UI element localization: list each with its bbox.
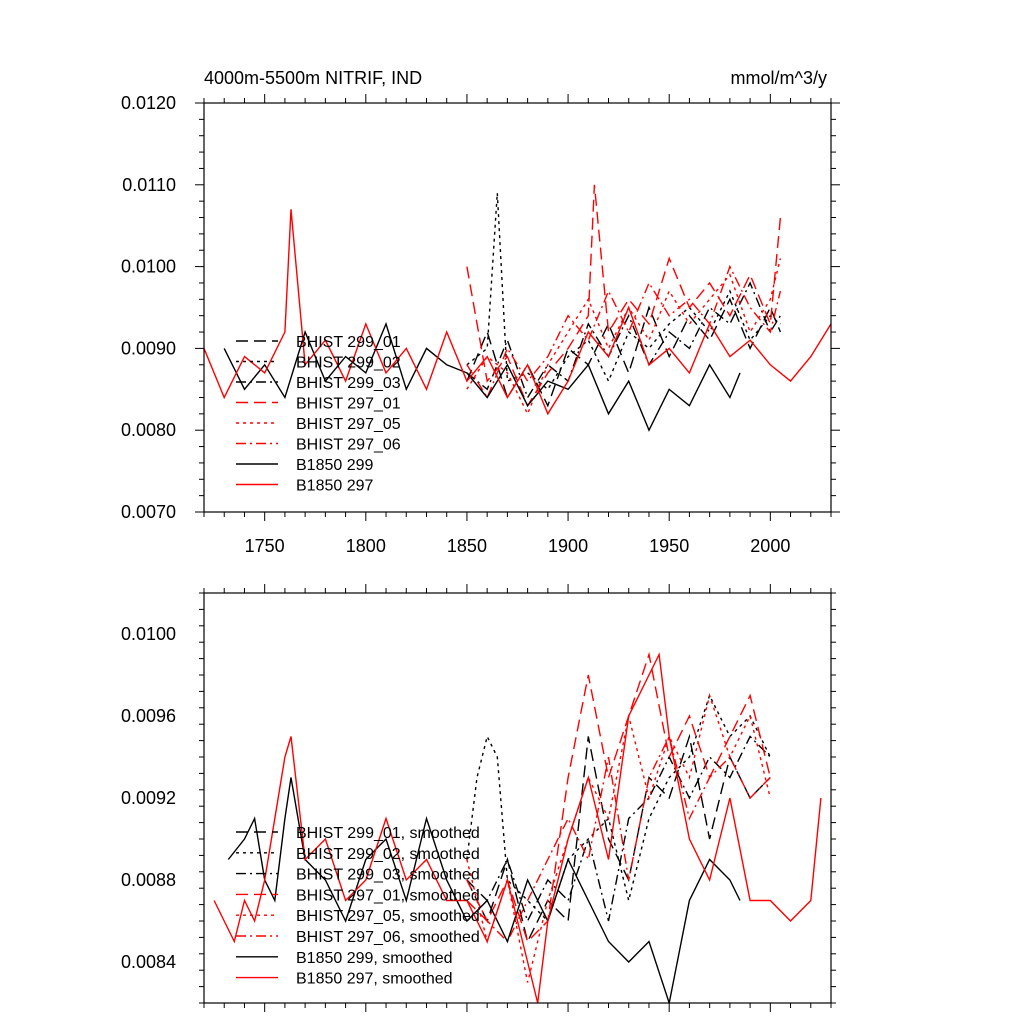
series-line-3 xyxy=(466,184,782,408)
series-line-7 xyxy=(204,209,831,416)
series-line-3 xyxy=(466,651,771,943)
y-tick-label: 0.0088 xyxy=(121,870,176,890)
chart-title: 4000m-5500m NITRIF, IND xyxy=(204,68,422,88)
plot-frame xyxy=(203,102,832,513)
series-line-7 xyxy=(213,652,822,1003)
legend-entry: B1850 297 xyxy=(296,478,374,495)
series-line-5 xyxy=(466,734,771,943)
series-group xyxy=(213,651,822,1003)
y-tick-label: 0.0120 xyxy=(121,93,176,113)
y-tick-label: 0.0100 xyxy=(121,257,176,277)
legend-entry: BHIST 297_05, smoothed xyxy=(296,908,480,925)
legend-entry: BHIST 297_01 xyxy=(296,396,401,413)
series-line-1 xyxy=(466,693,771,923)
legend-entry: BHIST 299_02, smoothed xyxy=(296,846,480,863)
x-tick-label: 1850 xyxy=(447,536,487,556)
plot-frame xyxy=(203,592,832,1004)
x-tick-label: 1800 xyxy=(346,536,386,556)
legend-entry: B1850 299 xyxy=(296,457,374,474)
legend-entry: BHIST 299_02 xyxy=(296,355,401,372)
legend-entry: BHIST 297_05 xyxy=(296,416,401,433)
series-line-2 xyxy=(466,281,781,400)
series-line-4 xyxy=(466,692,771,983)
y-tick-label: 0.0084 xyxy=(121,952,176,972)
x-tick-label: 1950 xyxy=(649,536,689,556)
y-tick-label: 0.0092 xyxy=(121,788,176,808)
legend-entry: BHIST 297_01, smoothed xyxy=(296,887,480,904)
legend-entry: BHIST 297_06 xyxy=(296,437,401,454)
y-tick-label: 0.0110 xyxy=(122,175,176,195)
x-tick-label: 1750 xyxy=(245,536,285,556)
series-group xyxy=(204,184,831,432)
y-tick-label: 0.0080 xyxy=(121,420,176,440)
y-tick-label: 0.0090 xyxy=(121,338,176,358)
legend: BHIST 299_01 BHIST 299_02 BHIST 299_03 BHIS… xyxy=(236,334,401,495)
legend-entry: B1850 299, smoothed xyxy=(296,950,453,967)
x-tick-label: 1900 xyxy=(548,536,588,556)
series-line-6 xyxy=(223,321,741,432)
x-tick-label: 2000 xyxy=(750,536,790,556)
legend-entry: BHIST 299_03 xyxy=(296,375,401,392)
legend: BHIST 299_01, smoothed BHIST 299_02, smoo… xyxy=(236,825,480,988)
legend-entry: B1850 297, smoothed xyxy=(296,971,453,988)
legend-entry: BHIST 299_01, smoothed xyxy=(296,825,480,842)
legend-entry: BHIST 299_01 xyxy=(296,334,401,351)
top-panel: 1750 1800 1850 1900 1950 2000 0.0070 0.0080 0.00… xyxy=(121,68,840,556)
series-line-5 xyxy=(466,264,782,400)
y-tick-label: 0.0096 xyxy=(121,706,176,726)
bottom-panel: 0.0084 0.0088 0.0092 0.0096 0.0100 BHIST 299_… xyxy=(121,584,836,1012)
y-tick-label: 0.0070 xyxy=(121,502,176,522)
series-line-0 xyxy=(466,733,771,944)
y-tick-label: 0.0100 xyxy=(121,624,176,644)
units-label: mmol/m^3/y xyxy=(731,68,827,88)
legend-entry: BHIST 297_06, smoothed xyxy=(296,929,480,946)
legend-entry: BHIST 299_03, smoothed xyxy=(296,867,480,884)
series-line-1 xyxy=(466,192,781,391)
